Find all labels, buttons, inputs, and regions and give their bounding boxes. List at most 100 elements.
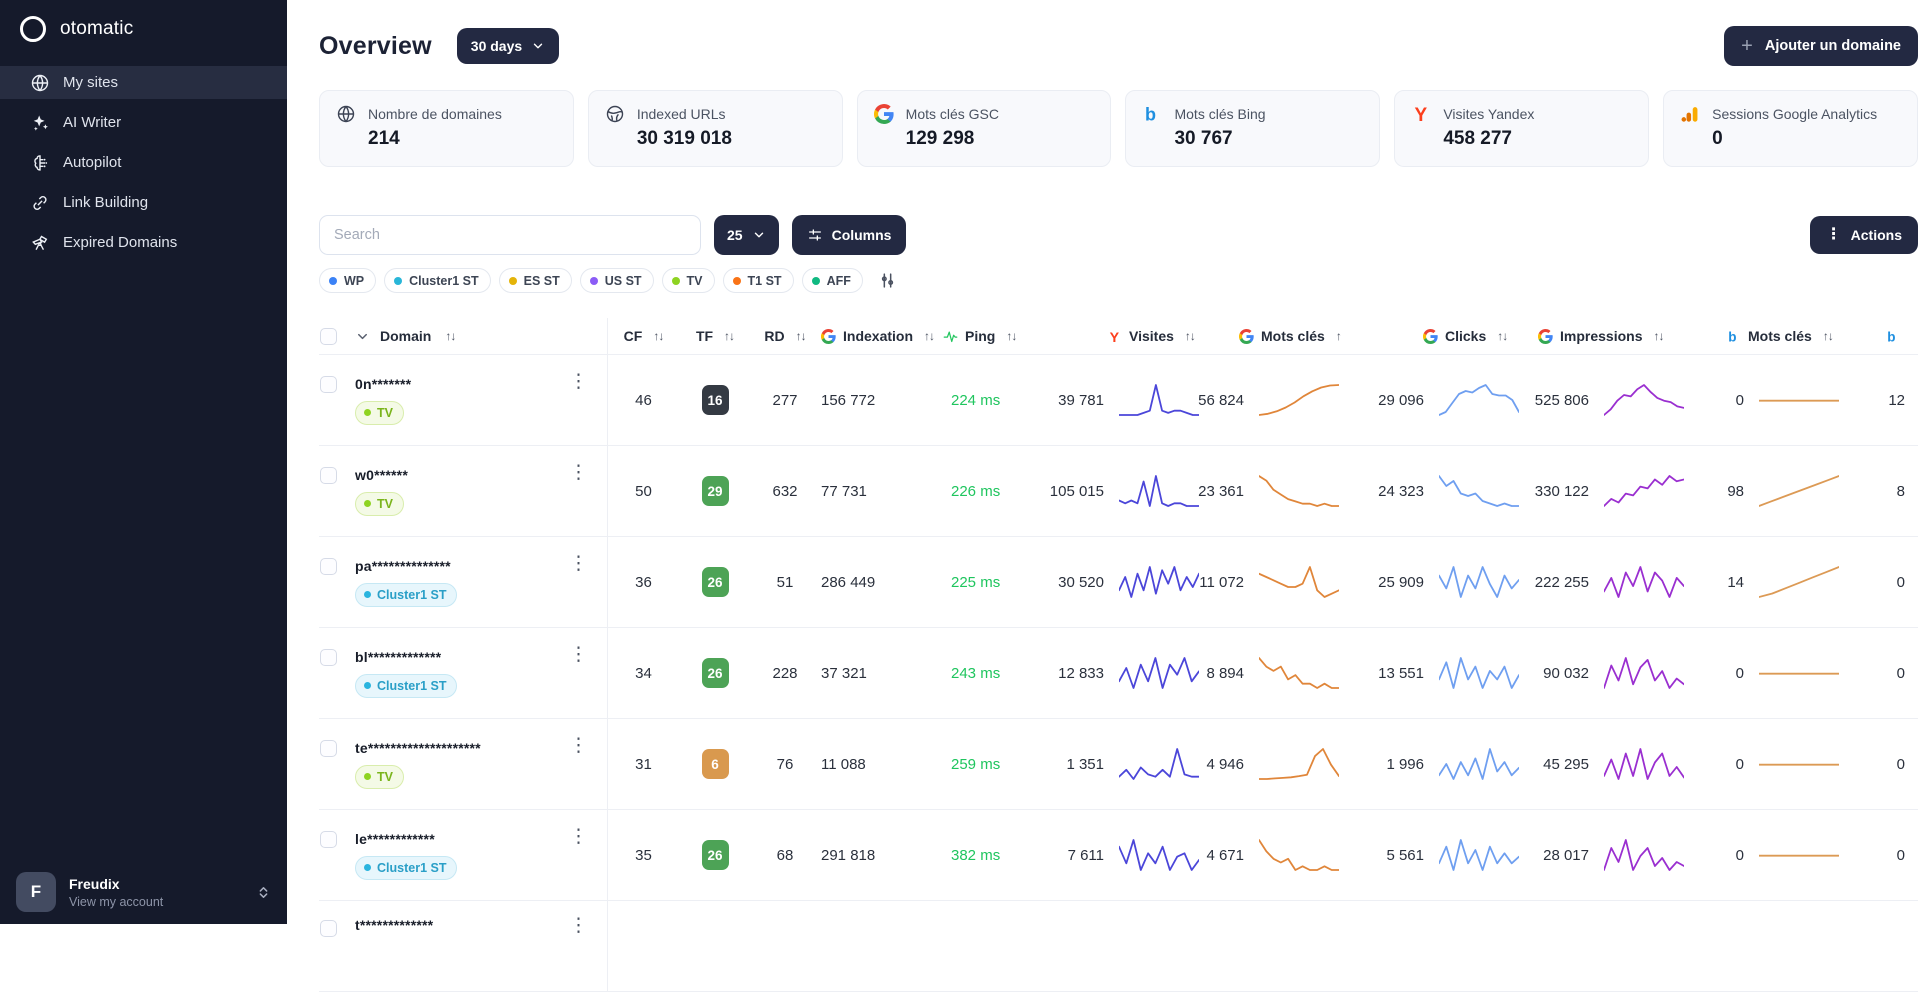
row-checkbox[interactable] — [320, 649, 337, 666]
sort-icon[interactable]: ↑↓ — [1822, 329, 1834, 343]
header-domain[interactable]: Domain ↑↓ — [355, 328, 569, 344]
actions-button[interactable]: ⋮ Actions — [1809, 216, 1918, 254]
page-size-select[interactable]: 25 — [714, 215, 779, 255]
sort-icon[interactable]: ↑↓ — [1006, 329, 1017, 343]
sort-icon[interactable]: ↑↓ — [445, 329, 456, 343]
cell-impressions: 28 017 — [1519, 837, 1684, 873]
sort-icon[interactable]: ↑↓ — [1653, 329, 1664, 343]
chevron-down-icon[interactable] — [355, 329, 370, 344]
domain-cell[interactable]: te******************** TV — [355, 740, 569, 789]
cell-clicks: 29 096 — [1339, 382, 1519, 418]
select-all-checkbox[interactable] — [320, 327, 337, 345]
domain-name: t************* — [355, 917, 434, 933]
svg-text:b: b — [1728, 329, 1736, 344]
filter-tag-es-st[interactable]: ES ST — [498, 268, 572, 293]
domain-cell[interactable]: t************* — [355, 901, 569, 933]
chevron-down-icon — [531, 39, 545, 53]
sparkline — [1259, 382, 1339, 418]
header-bing_keywords[interactable]: b Mots clés ↑↓ — [1684, 328, 1839, 344]
domain-cell[interactable]: w0****** TV — [355, 467, 569, 516]
filter-tag-aff[interactable]: AFF — [801, 268, 863, 293]
tf-badge: 6 — [701, 749, 729, 779]
filter-tag-t1-st[interactable]: T1 ST — [722, 268, 794, 293]
cell-gsc-keywords: 4 671 — [1199, 837, 1339, 873]
sparkline — [1759, 746, 1839, 782]
row-checkbox[interactable] — [320, 376, 337, 393]
cell-tf: 26 — [679, 658, 751, 688]
header-impressions[interactable]: Impressions ↑↓ — [1519, 328, 1684, 344]
row-checkbox[interactable] — [320, 467, 337, 484]
domain-cell[interactable]: bl************* Cluster1 ST — [355, 649, 569, 698]
header-rd[interactable]: RD ↑↓ — [751, 328, 819, 344]
header-gsc_keywords[interactable]: Mots clés ↑ — [1199, 328, 1342, 344]
header-cf[interactable]: CF ↑↓ — [607, 318, 679, 354]
header-indexation[interactable]: Indexation ↑↓ — [819, 328, 939, 344]
sort-icon[interactable]: ↑↓ — [795, 329, 807, 343]
cell-tf: 29 — [679, 476, 751, 506]
domain-cell[interactable]: pa************** Cluster1 ST — [355, 558, 569, 607]
sort-icon[interactable]: ↑↓ — [653, 329, 664, 343]
filter-tags: WP Cluster1 ST ES ST US ST TV T1 ST AFF — [319, 268, 1918, 293]
row-checkbox[interactable] — [320, 558, 337, 575]
cell-ping: 243 ms — [951, 664, 1001, 682]
domain-cell[interactable]: le************ Cluster1 ST — [355, 831, 569, 880]
sort-icon[interactable]: ↑↓ — [1497, 329, 1508, 343]
row-menu-button[interactable]: ⋮ — [569, 462, 588, 483]
period-select[interactable]: 30 days — [456, 28, 560, 64]
search-input[interactable] — [319, 215, 701, 255]
sidebar-item-expired-domains[interactable]: Expired Domains — [0, 226, 287, 259]
row-menu-button[interactable]: ⋮ — [569, 553, 588, 574]
sidebar-item-my-sites[interactable]: My sites — [0, 66, 287, 99]
table-row: t************* ⋮ — [319, 901, 1918, 992]
cell-ping: 225 ms — [951, 573, 1001, 591]
header-label: Ping — [965, 328, 996, 344]
logo-text: otomatic — [60, 18, 134, 39]
row-checkbox[interactable] — [320, 740, 337, 757]
sort-icon[interactable]: ↑ — [1335, 329, 1342, 343]
period-label: 30 days — [470, 38, 523, 54]
header-bing_extra[interactable]: b — [1839, 329, 1918, 344]
row-menu-button[interactable]: ⋮ — [569, 371, 588, 392]
table-row: pa************** Cluster1 ST ⋮ 36 26 51 … — [319, 537, 1918, 628]
filter-tag-us-st[interactable]: US ST — [579, 268, 654, 293]
account-subtitle[interactable]: View my account — [69, 894, 164, 909]
tag-settings-icon[interactable] — [878, 271, 897, 290]
sort-icon[interactable]: ↑↓ — [1184, 329, 1196, 343]
stats-cards: Nombre de domaines 214 Indexed URLs 30 3… — [319, 90, 1918, 167]
columns-button[interactable]: Columns — [791, 215, 907, 255]
add-domain-button[interactable]: + Ajouter un domaine — [1724, 26, 1918, 66]
row-menu-button[interactable]: ⋮ — [569, 644, 588, 665]
account-button[interactable]: F Freudix View my account — [16, 872, 271, 912]
cell-indexation: 156 772 — [821, 391, 876, 409]
stat-card-label: Mots clés GSC — [905, 106, 1000, 122]
yandex-icon: Y — [1411, 104, 1431, 124]
row-menu-button[interactable]: ⋮ — [569, 915, 588, 936]
sort-icon[interactable]: ↑↓ — [724, 329, 735, 343]
row-tag: TV — [355, 400, 404, 425]
sidebar-item-ai-writer[interactable]: AI Writer — [0, 106, 287, 139]
sort-icon[interactable]: ↑↓ — [924, 329, 935, 343]
row-checkbox[interactable] — [320, 920, 337, 937]
sidebar-item-link-building[interactable]: Link Building — [0, 186, 287, 219]
sparkline — [1259, 564, 1339, 600]
domain-cell[interactable]: 0n******* TV — [355, 376, 569, 425]
row-menu-button[interactable]: ⋮ — [569, 826, 588, 847]
header-tf[interactable]: TF ↑↓ — [679, 328, 751, 344]
header-visites[interactable]: Y Visites ↑↓ — [1059, 328, 1199, 344]
header-clicks[interactable]: Clicks ↑↓ — [1339, 328, 1519, 344]
cell-rd: 51 — [776, 573, 794, 591]
header-label: TF — [695, 328, 714, 344]
table-row: le************ Cluster1 ST ⋮ 35 26 68 29… — [319, 810, 1918, 901]
stat-card-label: Visites Yandex — [1443, 106, 1535, 122]
row-menu-button[interactable]: ⋮ — [569, 735, 588, 756]
cell-cf: 50 — [607, 446, 679, 536]
row-checkbox[interactable] — [320, 831, 337, 848]
sparkline — [1439, 564, 1519, 600]
google-icon — [1423, 328, 1438, 344]
filter-tag-cluster1-st[interactable]: Cluster1 ST — [384, 268, 491, 293]
header-ping[interactable]: Ping ↑↓ — [939, 328, 1059, 344]
sidebar-item-autopilot[interactable]: Autopilot — [0, 146, 287, 179]
filter-tag-wp[interactable]: WP — [319, 268, 377, 293]
filter-tag-tv[interactable]: TV — [661, 268, 715, 293]
